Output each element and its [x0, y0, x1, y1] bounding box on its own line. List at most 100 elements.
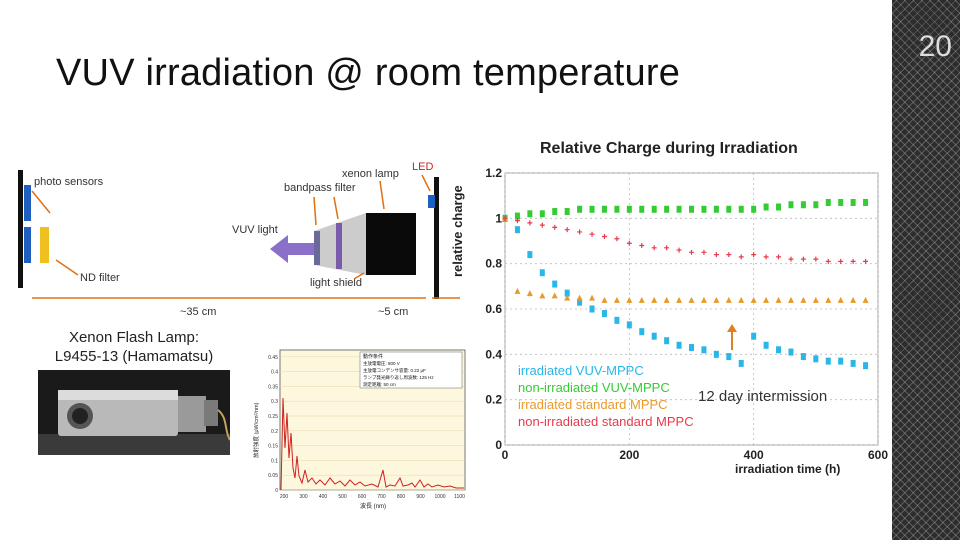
data-point — [527, 220, 533, 226]
data-point — [751, 252, 757, 258]
data-point — [787, 296, 794, 303]
data-point — [626, 321, 632, 329]
y-tick-label: 0.4 — [485, 347, 502, 361]
data-point — [725, 296, 732, 303]
data-point — [564, 294, 571, 301]
spectrum-x-tick: 600 — [358, 494, 367, 500]
intermission-annotation: 12 day intermission — [698, 388, 827, 405]
x-tick-label: 200 — [619, 448, 639, 462]
lamp-label-line2: L9455-13 (Hamamatsu) — [54, 348, 214, 365]
data-point — [676, 341, 682, 349]
data-point — [664, 205, 670, 213]
spectrum-legend-line: 測定距離: 50 cm — [363, 381, 396, 388]
spectrum-x-tick: 1100 — [454, 494, 465, 500]
data-point — [738, 359, 744, 367]
slide-title: VUV irradiation @ room temperature — [56, 52, 681, 94]
data-point — [825, 296, 832, 303]
spectrum-x-tick: 300 — [299, 494, 308, 500]
spectrum-y-tick: 0.1 — [271, 458, 278, 464]
data-point — [626, 205, 632, 213]
data-point — [800, 256, 806, 262]
data-point — [589, 305, 595, 313]
data-point — [664, 337, 670, 345]
data-point — [800, 296, 807, 303]
bandpass-filter-label: bandpass filter — [284, 182, 356, 194]
data-point — [763, 254, 769, 260]
data-point — [639, 328, 645, 336]
data-point — [825, 357, 831, 365]
data-point — [577, 229, 583, 235]
decorative-sidebar: 20 — [892, 0, 960, 540]
data-point — [514, 218, 520, 224]
data-point — [837, 296, 844, 303]
data-point — [738, 254, 744, 260]
sensor-plate — [18, 170, 23, 288]
x-tick-label: 600 — [868, 448, 888, 462]
data-point — [850, 296, 857, 303]
y-tick-label: 0.2 — [485, 393, 502, 407]
legend-entry: irradiated VUV-MPPC — [518, 363, 644, 378]
legend-entry: non-irradiated VUV-MPPC — [518, 380, 670, 395]
data-point — [850, 258, 856, 264]
data-point — [539, 210, 545, 218]
distance-35cm: ~35 cm — [180, 306, 216, 318]
legend-entry: non-irradiated standard MPPC — [518, 414, 694, 429]
vuv-light-arrow — [270, 235, 314, 263]
data-point — [614, 205, 620, 213]
data-point — [850, 359, 856, 367]
data-point — [577, 205, 583, 213]
data-point — [863, 362, 869, 370]
data-point — [751, 332, 757, 340]
data-point — [788, 256, 794, 262]
data-point — [689, 205, 694, 213]
data-point — [813, 201, 819, 209]
spectrum-y-tick: 0.25 — [268, 414, 278, 420]
data-point — [601, 310, 607, 318]
xenon-lamp — [366, 213, 416, 275]
data-point — [514, 226, 520, 234]
data-point — [651, 296, 658, 303]
data-point — [589, 231, 595, 237]
data-point — [863, 198, 869, 206]
data-point — [527, 210, 533, 218]
vuv-light-label: VUV light — [232, 224, 278, 236]
chart-xlabel: irradiation time (h) — [735, 462, 840, 476]
data-point — [713, 205, 719, 213]
spectrum-x-tick: 1000 — [434, 494, 445, 500]
data-point — [614, 236, 620, 242]
relative-charge-chart: Relative Charge during Irradiation 0 0.2 0… — [480, 128, 888, 480]
data-point — [776, 203, 782, 211]
y-tick-label: 1 — [495, 211, 502, 225]
y-tick-label: 0 — [495, 438, 502, 452]
x-tick-label: 400 — [744, 448, 764, 462]
y-tick-label: 0.6 — [485, 302, 502, 316]
data-point — [601, 205, 607, 213]
data-point — [527, 251, 533, 259]
data-point — [800, 353, 806, 361]
spectrum-y-tick: 0.15 — [268, 444, 278, 450]
setup-diagram: photo sensors ND filter VUV light bandpa… — [18, 161, 465, 318]
spectrum-legend-title: 動作条件 — [363, 353, 383, 360]
spectrum-x-tick: 900 — [416, 494, 425, 500]
spectrum-y-tick: 0.4 — [271, 370, 278, 376]
data-point — [776, 346, 782, 354]
data-point — [514, 212, 520, 220]
intermission-arrowhead — [727, 324, 737, 332]
data-point — [838, 357, 844, 365]
spectrum-legend — [359, 351, 463, 389]
data-point — [651, 332, 657, 340]
spectrum-y-tick: 0.45 — [268, 355, 278, 361]
data-point — [651, 245, 657, 251]
data-point — [614, 316, 620, 324]
data-point — [726, 252, 732, 258]
led-label: LED — [412, 161, 433, 173]
relative-charge-label: relative charge — [450, 185, 465, 277]
spectrum-legend-line: 主放電電圧: 800 V — [363, 360, 400, 367]
spectrum-y-tick: 0 — [275, 488, 278, 494]
y-tick-label: 0.8 — [485, 257, 502, 271]
spectrum-legend-line: ランプ発光繰り返し周波数: 125 Hz — [363, 374, 434, 381]
data-point — [551, 292, 558, 299]
data-point — [552, 208, 558, 216]
spectrum-ylabel: 放射強度 (μW/cm²/nm) — [252, 402, 260, 458]
data-point — [763, 296, 770, 303]
